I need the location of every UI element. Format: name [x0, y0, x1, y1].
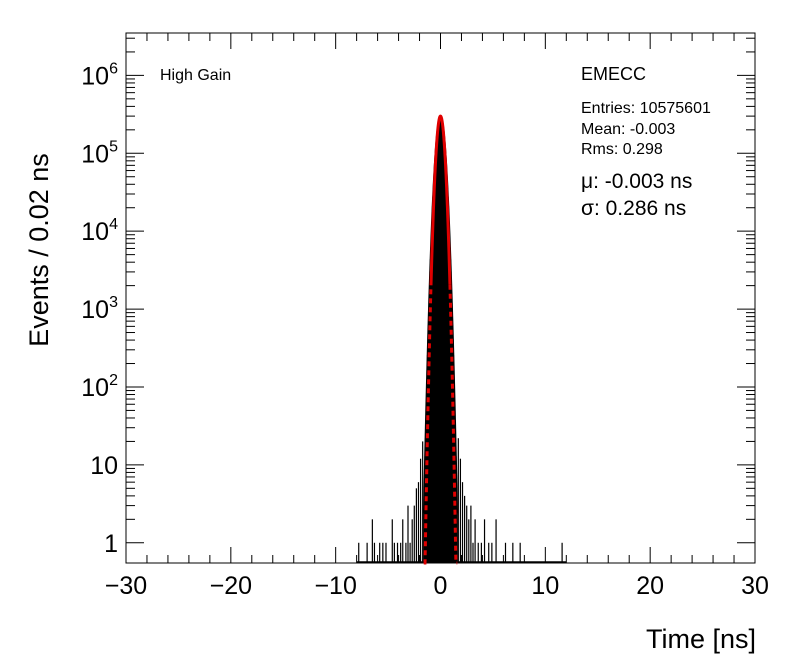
y-tick-exponent: 2: [109, 372, 118, 389]
y-tick-labels: 1 10 102 103 104 105 106: [81, 60, 118, 557]
fit-curve-right: [448, 284, 458, 565]
y-tick-label: 104: [81, 216, 118, 246]
y-tick-label: 106: [81, 60, 118, 90]
y-tick-exponent: 5: [109, 138, 118, 155]
axis-ticks: [125, 33, 756, 563]
y-tick-exponent: 4: [109, 216, 118, 233]
x-tick-label: 0: [434, 572, 448, 600]
y-tick-label: 105: [81, 138, 118, 168]
y-tick-label: 10: [90, 452, 118, 480]
x-tick-labels: −30 −20 −10 0 10 20 30: [105, 572, 769, 600]
x-tick-label: 10: [531, 572, 559, 600]
x-tick-label: 30: [741, 572, 769, 600]
rms-stat: Rms: 0.298: [581, 141, 663, 158]
fit-mean-label: μ: -0.003 ns: [581, 170, 692, 193]
mean-stat: Mean: -0.003: [581, 121, 675, 138]
gain-label: High Gain: [160, 67, 231, 84]
fit-curve-left: [423, 282, 433, 565]
fit-curve-core: [429, 114, 452, 285]
y-tick-label: 1: [104, 530, 118, 558]
x-tick-label: 20: [636, 572, 664, 600]
y-tick-exponent: 6: [109, 60, 118, 77]
y-tick-label: 102: [81, 372, 118, 402]
y-axis-title: Events / 0.02 ns: [24, 153, 54, 347]
y-tick-exponent: 3: [109, 294, 118, 311]
x-tick-label: −20: [210, 572, 252, 600]
x-tick-label: −10: [314, 572, 356, 600]
region-label: EMECC: [581, 64, 646, 84]
x-axis-title: Time [ns]: [646, 624, 756, 654]
histogram-series: [356, 115, 567, 563]
x-tick-label: −30: [105, 572, 147, 600]
entries-stat: Entries: 10575601: [581, 100, 711, 117]
gaussian-fit-series: [423, 114, 458, 565]
fit-sigma-label: σ: 0.286 ns: [581, 197, 686, 220]
y-tick-label: 103: [81, 294, 118, 324]
